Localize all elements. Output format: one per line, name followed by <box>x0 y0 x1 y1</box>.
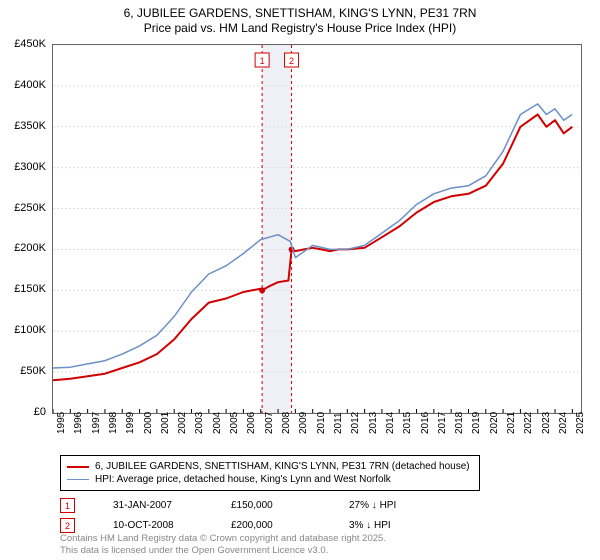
y-tick-label: £400K <box>14 79 46 91</box>
y-tick-label: £100K <box>14 324 46 336</box>
sale-row-1: 1 31-JAN-2007 £150,000 27% ↓ HPI <box>60 498 429 513</box>
x-tick-label: 2019 <box>471 412 482 434</box>
legend-entry: 6, JUBILEE GARDENS, SNETTISHAM, KING'S L… <box>67 460 473 473</box>
x-tick-label: 2005 <box>229 412 240 434</box>
x-tick-label: 1995 <box>56 412 67 434</box>
x-tick-label: 2014 <box>385 412 396 434</box>
footer-text: Contains HM Land Registry data © Crown c… <box>60 533 386 556</box>
sale-price-2: £200,000 <box>231 520 311 531</box>
x-tick-label: 2010 <box>316 412 327 434</box>
x-tick-label: 2001 <box>160 412 171 434</box>
x-tick-label: 2020 <box>489 412 500 434</box>
x-tick-label: 2006 <box>246 412 257 434</box>
x-tick-label: 1996 <box>73 412 84 434</box>
legend-swatch <box>67 466 89 468</box>
x-tick-label: 1999 <box>125 412 136 434</box>
x-tick-label: 2021 <box>506 412 517 434</box>
y-tick-label: £300K <box>14 161 46 173</box>
legend-entry: HPI: Average price, detached house, King… <box>67 473 473 486</box>
svg-text:1: 1 <box>260 56 265 66</box>
sale-marker-1: 1 <box>60 498 75 513</box>
x-tick-label: 2003 <box>194 412 205 434</box>
sale-row-2: 2 10-OCT-2008 £200,000 3% ↓ HPI <box>60 518 429 533</box>
title-line-1: 6, JUBILEE GARDENS, SNETTISHAM, KING'S L… <box>0 6 600 21</box>
y-tick-label: £250K <box>14 202 46 214</box>
y-tick-label: £50K <box>20 365 46 377</box>
y-tick-label: £350K <box>14 120 46 132</box>
legend-swatch <box>67 479 89 480</box>
sale-delta-2: 3% ↓ HPI <box>349 520 429 531</box>
x-tick-label: 2016 <box>420 412 431 434</box>
sale-date-1: 31-JAN-2007 <box>113 500 193 511</box>
y-axis-labels: £0£50K£100K£150K£200K£250K£300K£350K£400… <box>0 44 50 414</box>
x-tick-label: 2024 <box>558 412 569 434</box>
x-tick-label: 2022 <box>523 412 534 434</box>
footer-line-1: Contains HM Land Registry data © Crown c… <box>60 533 386 544</box>
x-tick-label: 2017 <box>437 412 448 434</box>
x-tick-label: 2007 <box>264 412 275 434</box>
y-tick-label: £450K <box>14 38 46 50</box>
chart-container: { "title": { "line1": "6, JUBILEE GARDEN… <box>0 0 600 560</box>
x-tick-label: 2018 <box>454 412 465 434</box>
title-line-2: Price paid vs. HM Land Registry's House … <box>0 21 600 36</box>
x-tick-label: 2002 <box>177 412 188 434</box>
y-tick-label: £200K <box>14 242 46 254</box>
x-tick-label: 2000 <box>143 412 154 434</box>
chart-title: 6, JUBILEE GARDENS, SNETTISHAM, KING'S L… <box>0 0 600 36</box>
x-tick-label: 2025 <box>575 412 586 434</box>
plot-area: 12 <box>52 44 582 414</box>
x-axis-labels: 1995199619971998199920002001200220032004… <box>52 416 582 452</box>
x-tick-label: 2004 <box>212 412 223 434</box>
plot-svg: 12 <box>53 45 581 413</box>
y-tick-label: £0 <box>34 406 46 418</box>
sale-delta-1: 27% ↓ HPI <box>349 500 429 511</box>
x-tick-label: 1997 <box>91 412 102 434</box>
y-tick-label: £150K <box>14 283 46 295</box>
sale-price-1: £150,000 <box>231 500 311 511</box>
svg-text:2: 2 <box>289 56 294 66</box>
legend-label: 6, JUBILEE GARDENS, SNETTISHAM, KING'S L… <box>95 461 470 472</box>
legend-box: 6, JUBILEE GARDENS, SNETTISHAM, KING'S L… <box>60 455 480 491</box>
sale-date-2: 10-OCT-2008 <box>113 520 193 531</box>
x-tick-label: 2013 <box>368 412 379 434</box>
x-tick-label: 2023 <box>541 412 552 434</box>
legend-label: HPI: Average price, detached house, King… <box>95 474 391 485</box>
x-tick-label: 2009 <box>298 412 309 434</box>
x-tick-label: 2011 <box>333 412 344 434</box>
x-tick-label: 2015 <box>402 412 413 434</box>
x-tick-label: 1998 <box>108 412 119 434</box>
sale-marker-2: 2 <box>60 518 75 533</box>
x-tick-label: 2008 <box>281 412 292 434</box>
x-tick-label: 2012 <box>350 412 361 434</box>
footer-line-2: This data is licensed under the Open Gov… <box>60 545 386 556</box>
